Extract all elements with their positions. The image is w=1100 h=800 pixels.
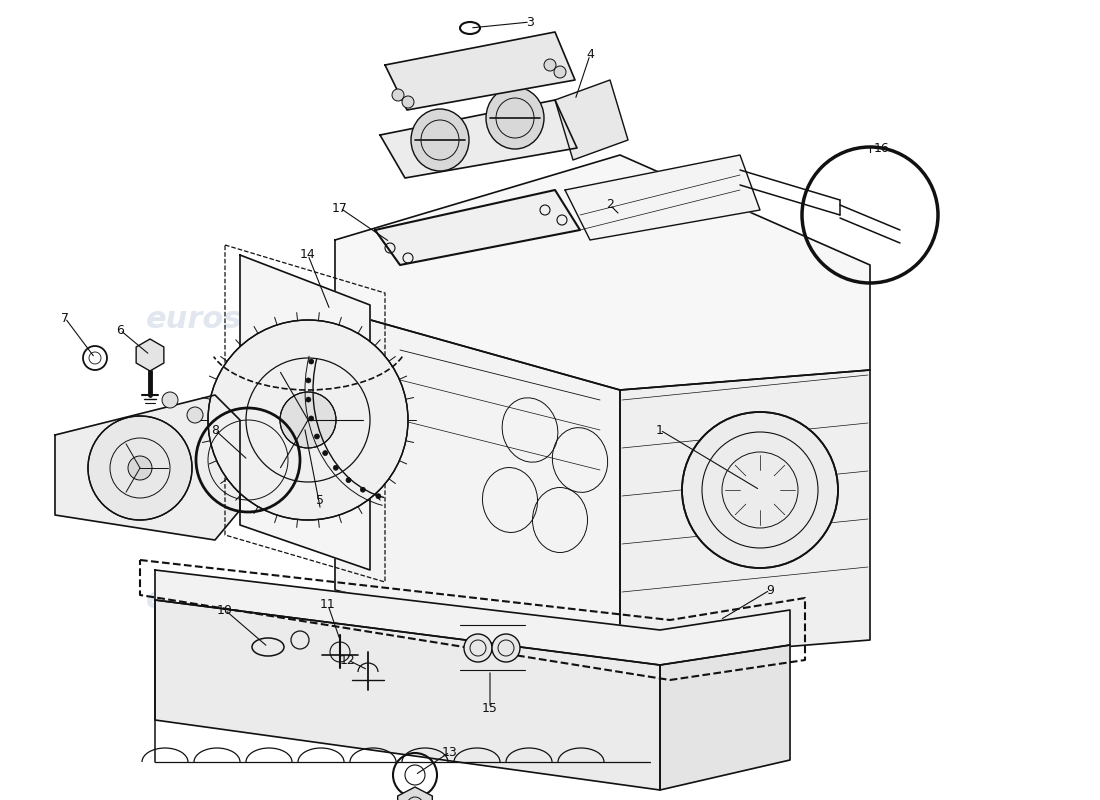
- Circle shape: [309, 416, 313, 421]
- Circle shape: [306, 397, 311, 402]
- Text: 5: 5: [316, 494, 324, 506]
- Polygon shape: [620, 370, 870, 660]
- Polygon shape: [398, 787, 432, 800]
- Polygon shape: [155, 600, 660, 790]
- Polygon shape: [379, 100, 578, 178]
- Text: eurospares: eurospares: [145, 586, 339, 614]
- Circle shape: [392, 89, 404, 101]
- Circle shape: [346, 478, 351, 482]
- Polygon shape: [336, 155, 870, 390]
- Circle shape: [464, 634, 492, 662]
- Polygon shape: [240, 255, 370, 570]
- Polygon shape: [660, 645, 790, 790]
- Circle shape: [208, 320, 408, 520]
- Text: 3: 3: [526, 15, 534, 29]
- Text: 7: 7: [60, 311, 69, 325]
- Circle shape: [402, 96, 414, 108]
- Text: 2: 2: [606, 198, 614, 211]
- Circle shape: [315, 434, 319, 439]
- Text: 6: 6: [117, 323, 124, 337]
- Circle shape: [306, 378, 311, 383]
- Text: 12: 12: [340, 654, 356, 666]
- Circle shape: [309, 359, 313, 364]
- Circle shape: [544, 59, 556, 71]
- Circle shape: [88, 416, 192, 520]
- Polygon shape: [136, 339, 164, 371]
- Polygon shape: [565, 155, 760, 240]
- Text: 8: 8: [211, 423, 219, 437]
- Text: 13: 13: [442, 746, 458, 758]
- Ellipse shape: [411, 109, 469, 171]
- Text: 10: 10: [217, 603, 233, 617]
- Text: 16: 16: [874, 142, 890, 154]
- Circle shape: [682, 412, 838, 568]
- Text: eurospares: eurospares: [563, 586, 757, 614]
- Polygon shape: [55, 395, 240, 540]
- Circle shape: [128, 456, 152, 480]
- Text: eurospares: eurospares: [563, 306, 757, 334]
- Polygon shape: [155, 570, 790, 665]
- Polygon shape: [336, 310, 620, 660]
- Text: 15: 15: [482, 702, 498, 714]
- Circle shape: [492, 634, 520, 662]
- Text: 9: 9: [766, 583, 774, 597]
- Text: 11: 11: [320, 598, 336, 611]
- Polygon shape: [556, 80, 628, 160]
- Circle shape: [187, 407, 204, 423]
- Text: eurospares: eurospares: [145, 306, 339, 334]
- Circle shape: [554, 66, 566, 78]
- Circle shape: [322, 450, 328, 455]
- Circle shape: [361, 487, 365, 492]
- Text: 4: 4: [586, 49, 594, 62]
- Text: 17: 17: [332, 202, 348, 214]
- Circle shape: [376, 494, 381, 498]
- Circle shape: [280, 392, 336, 448]
- Text: 14: 14: [300, 249, 316, 262]
- Circle shape: [162, 392, 178, 408]
- Circle shape: [333, 466, 339, 470]
- Polygon shape: [385, 32, 575, 110]
- Polygon shape: [375, 190, 580, 265]
- Ellipse shape: [486, 87, 544, 149]
- Text: 1: 1: [656, 423, 664, 437]
